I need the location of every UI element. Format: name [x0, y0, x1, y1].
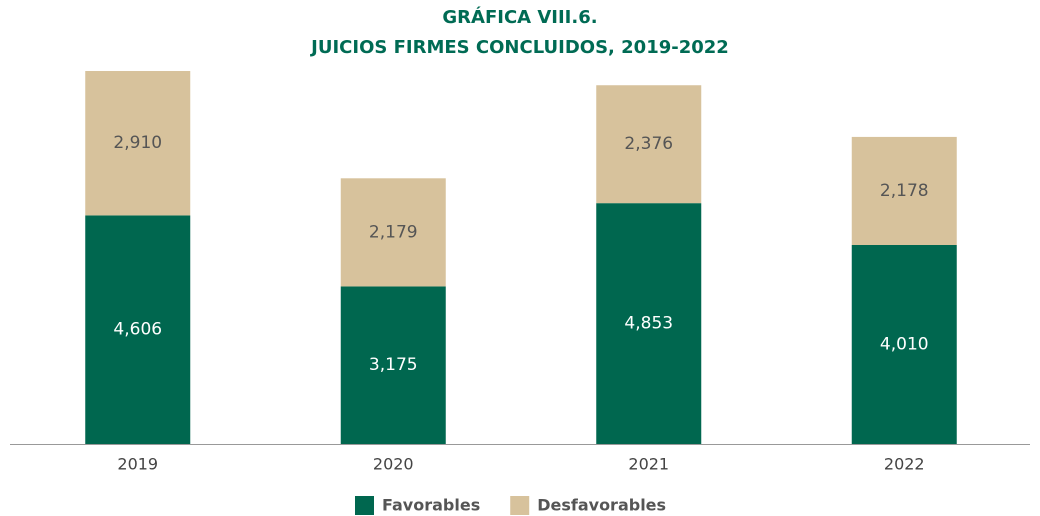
- data-label: 3,175: [369, 355, 418, 375]
- x-tick-label: 2019: [117, 455, 158, 474]
- data-label: 4,010: [880, 334, 929, 354]
- data-label: 4,606: [113, 320, 162, 340]
- bar-segment: [85, 71, 191, 216]
- bar-segment: [85, 215, 191, 444]
- x-tick-label: 2022: [884, 455, 925, 474]
- data-label: 2,179: [369, 222, 418, 242]
- bar-segment: [596, 85, 702, 204]
- bar-segment: [851, 136, 957, 245]
- legend-label: Desfavorables: [537, 496, 666, 515]
- data-label: 4,853: [624, 314, 673, 334]
- bar-segment: [851, 244, 957, 444]
- x-tick-label: 2020: [373, 455, 414, 474]
- legend-label: Favorables: [382, 496, 480, 515]
- bar-segment: [340, 286, 446, 444]
- data-label: 2,376: [624, 134, 673, 154]
- legend-swatch: [355, 496, 374, 515]
- chart-title: GRÁFICA VIII.6.: [442, 6, 597, 28]
- bar-segment: [340, 178, 446, 287]
- bar-segment: [596, 203, 702, 444]
- data-label: 2,178: [880, 181, 929, 201]
- chart-title: JUICIOS FIRMES CONCLUIDOS, 2019-2022: [309, 37, 729, 58]
- legend-swatch: [510, 496, 530, 515]
- x-tick-label: 2021: [628, 455, 669, 474]
- data-label: 2,910: [113, 133, 162, 153]
